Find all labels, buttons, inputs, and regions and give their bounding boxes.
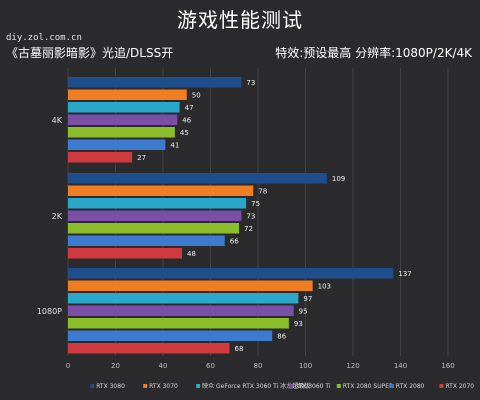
legend-swatch: [389, 384, 394, 388]
site-watermark: diy.zol.com.cn: [6, 33, 82, 43]
bar: [68, 293, 299, 304]
bar: [68, 330, 273, 341]
bar: [68, 127, 175, 138]
game-caption: 《古墓丽影暗影》光追/DLSS开: [6, 46, 174, 60]
legend-swatch: [439, 384, 444, 388]
bar-value-label: 97: [303, 295, 312, 303]
legend-label: RTX 3070: [149, 383, 178, 390]
bar-value-label: 93: [294, 320, 303, 328]
x-tick-label: 100: [299, 362, 312, 370]
legend-label: RTX 2080: [396, 383, 425, 390]
bar-value-label: 27: [137, 154, 146, 162]
page-title: 游戏性能测试: [177, 8, 303, 32]
bar-value-label: 66: [230, 238, 239, 246]
bar: [68, 223, 239, 234]
category-label: 4K: [52, 116, 63, 125]
x-tick-label: 40: [159, 362, 168, 370]
bar: [68, 248, 182, 259]
legend-swatch: [196, 384, 201, 388]
x-tick-label: 20: [111, 362, 120, 370]
legend-label: RTX 2080 SUPER: [343, 383, 393, 390]
bar-value-label: 73: [246, 79, 255, 87]
bar: [68, 343, 230, 354]
bar-value-label: 50: [192, 92, 201, 100]
bar-value-label: 137: [398, 270, 411, 278]
bar: [68, 210, 242, 221]
bar: [68, 173, 327, 184]
legend-label: 映众 GeForce RTX 3060 Ti 冰龙超级版: [202, 382, 310, 390]
legend-swatch: [336, 384, 341, 388]
bar-value-label: 48: [187, 250, 196, 258]
bar: [68, 77, 242, 88]
x-tick-label: 80: [254, 362, 263, 370]
legend-label: RTX 3080: [96, 383, 125, 390]
x-tick-label: 140: [394, 362, 407, 370]
bar-value-label: 73: [246, 213, 255, 221]
category-label: 1080P: [37, 307, 62, 316]
settings-caption: 特效:预设最高 分辨率:1080P/2K/4K: [275, 46, 472, 60]
bar-value-label: 68: [235, 345, 244, 353]
bar: [68, 114, 178, 125]
legend-label: RTX 3060 Ti: [295, 383, 331, 390]
bar: [68, 318, 289, 329]
bar: [68, 102, 180, 113]
bar-value-label: 47: [185, 104, 194, 112]
bar-value-label: 72: [244, 225, 253, 233]
bar: [68, 152, 133, 163]
bar: [68, 280, 313, 291]
bar-value-label: 103: [318, 283, 331, 291]
bar: [68, 305, 294, 316]
legend-swatch: [90, 384, 95, 388]
x-tick-label: 0: [66, 362, 70, 370]
legend-swatch: [143, 384, 148, 388]
bar-value-label: 109: [332, 175, 345, 183]
bar: [68, 139, 166, 150]
x-tick-label: 120: [346, 362, 359, 370]
bar-value-label: 41: [170, 142, 179, 150]
bar-value-label: 45: [180, 129, 189, 137]
legend-label: RTX 2070: [445, 383, 474, 390]
x-tick-label: 160: [441, 362, 454, 370]
x-tick-label: 60: [206, 362, 215, 370]
bar-value-label: 86: [277, 333, 286, 341]
category-label: 2K: [52, 212, 63, 221]
bar: [68, 198, 247, 209]
bar-value-label: 78: [258, 188, 267, 196]
bar: [68, 185, 254, 196]
bar: [68, 268, 394, 279]
legend-swatch: [288, 384, 293, 388]
bar: [68, 235, 225, 246]
bar-value-label: 95: [299, 308, 308, 316]
bar-value-label: 75: [251, 200, 260, 208]
bar: [68, 89, 187, 100]
bar-value-label: 46: [182, 117, 191, 125]
